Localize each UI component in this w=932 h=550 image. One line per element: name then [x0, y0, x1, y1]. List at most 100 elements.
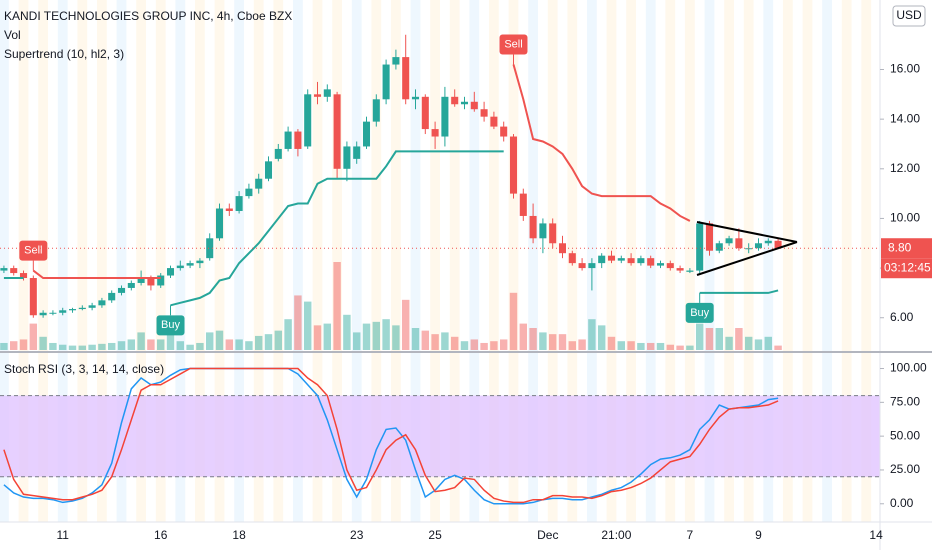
x-tick-label: 9 [755, 528, 762, 542]
candle-body [176, 265, 184, 269]
volume-bar [294, 295, 302, 350]
volume-bar [460, 341, 469, 350]
volume-bar [401, 299, 410, 350]
candle-body [313, 94, 322, 97]
volume-bar [117, 341, 126, 350]
session-stripe [312, 0, 323, 522]
session-stripe [802, 0, 813, 522]
session-stripe [0, 0, 9, 522]
candle-body [225, 208, 233, 211]
candle-body [29, 278, 37, 316]
candle-body [500, 126, 508, 137]
volume-bar [186, 344, 194, 350]
volume-bar [705, 328, 714, 350]
candle-body [215, 208, 224, 239]
candle-body [0, 268, 8, 271]
y-tick-label: 12.00 [890, 161, 920, 175]
candle-body [451, 96, 459, 105]
session-stripe [77, 0, 88, 522]
volume-bar [254, 335, 263, 350]
session-stripe [743, 0, 754, 522]
volume-bar [392, 325, 400, 350]
candle-body [578, 263, 586, 269]
candle-body [392, 57, 400, 65]
candle-body [186, 263, 194, 266]
volume-label: Vol [4, 28, 21, 42]
x-tick-label: 14 [869, 528, 883, 542]
candle-body [245, 188, 253, 197]
y-tick-label: 10.00 [890, 211, 920, 225]
volume-bar [470, 339, 479, 350]
candle-body [647, 258, 655, 266]
session-stripe [214, 0, 225, 522]
volume-bar [607, 336, 616, 350]
session-stripe [449, 0, 460, 522]
candle-body [157, 275, 165, 286]
y-tick-label: 75.00 [890, 395, 920, 409]
session-stripe [116, 0, 127, 522]
session-stripe [861, 0, 872, 522]
volume-bar [19, 339, 28, 350]
volume-bar [49, 342, 57, 350]
candle-body [696, 223, 704, 271]
candle-body [39, 312, 47, 316]
candle-body [78, 307, 86, 310]
session-stripe [371, 0, 382, 522]
y-tick-label: 100.00 [890, 361, 927, 375]
session-stripe [253, 0, 264, 522]
volume-bar [352, 332, 361, 350]
volume-bar [166, 334, 175, 350]
session-stripe [273, 0, 284, 522]
volume-bar [39, 336, 47, 350]
session-stripe [724, 0, 734, 522]
candle-body [754, 243, 763, 249]
candle-body [431, 129, 439, 137]
candle-body [196, 260, 204, 264]
candle-body [353, 146, 361, 159]
candle-body [627, 258, 635, 264]
candle-body [19, 273, 28, 279]
session-stripe [547, 0, 558, 522]
currency-badge[interactable] [892, 5, 926, 27]
candle-body [460, 101, 469, 105]
supertrend-line [32, 269, 161, 280]
volume-bar [225, 339, 234, 350]
candle-body [108, 292, 116, 301]
volume-bar [137, 332, 145, 350]
volume-bar [235, 339, 243, 350]
candle-body [137, 278, 145, 283]
volume-bar [539, 332, 547, 350]
session-stripe [841, 0, 852, 522]
session-stripe [57, 0, 68, 522]
volume-bar [617, 341, 626, 350]
candle-body [725, 238, 733, 244]
candle-body [617, 258, 625, 261]
volume-bar [68, 345, 77, 350]
candle-body [549, 223, 557, 244]
candle-body [568, 253, 576, 264]
session-stripe [18, 0, 29, 522]
candle-body [588, 263, 596, 269]
volume-bar [597, 325, 606, 350]
session-stripe [332, 0, 343, 522]
volume-bar [676, 345, 684, 350]
candle-body [284, 131, 292, 149]
x-tick-label: 25 [428, 528, 442, 542]
volume-bar [98, 343, 106, 350]
x-tick-label: 21:00 [601, 528, 631, 542]
candle-body [715, 243, 723, 251]
candle-body [705, 223, 714, 251]
volume-bar [588, 319, 596, 350]
candle-body [206, 238, 214, 259]
session-stripe [97, 0, 107, 522]
volume-bar [490, 341, 498, 350]
session-stripe [410, 0, 421, 522]
trend-line [696, 221, 798, 243]
y-tick-label: 0.00 [890, 496, 914, 510]
candle-body [10, 268, 18, 274]
y-tick-label: 50.00 [890, 428, 920, 442]
candle-body [666, 263, 674, 269]
supertrend-line [512, 64, 691, 222]
countdown-label: 03:12:45 [884, 260, 931, 274]
currency: USD [896, 8, 922, 22]
